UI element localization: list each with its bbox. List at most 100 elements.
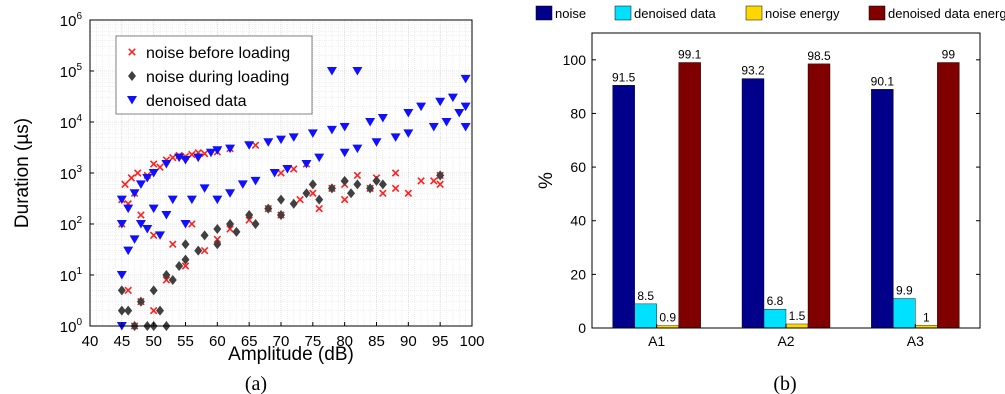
x-tick-label: 80: [336, 333, 353, 350]
legend-swatch: [535, 5, 553, 21]
scatter-point: [301, 160, 312, 169]
legend-marker: [127, 96, 137, 105]
scatter-point: [148, 169, 159, 178]
scatter-point: [149, 231, 158, 240]
y-axis-label: Duration (µs): [12, 118, 33, 228]
scatter-point: [340, 175, 349, 186]
scatter-point: [326, 125, 337, 135]
scatter-point: [436, 180, 444, 189]
scatter-point: [441, 118, 452, 127]
scatter-point: [149, 306, 158, 315]
x-tick-label: 100: [459, 333, 484, 350]
scatter-point: [315, 204, 323, 213]
scatter-point: [181, 239, 190, 250]
scatter-point: [142, 224, 153, 234]
scatter-point: [428, 122, 439, 132]
legend: noise before loading noise during loading…: [115, 35, 313, 115]
x-tick-label: 60: [209, 333, 226, 350]
scatter-point: [156, 305, 165, 316]
bar-value-label: 90.1: [871, 74, 895, 88]
scatter-point: [167, 195, 178, 205]
scatter-point: [116, 220, 127, 229]
scatter-point: [123, 204, 134, 214]
scatter-point: [199, 184, 210, 193]
bar: [634, 303, 657, 329]
scatter-point: [416, 102, 427, 112]
scatter-point: [435, 97, 446, 107]
scatter-point: [315, 194, 324, 205]
x-tick-label: A3: [907, 333, 924, 349]
legend-marker: [128, 71, 136, 81]
legend-box: [115, 35, 313, 115]
scatter-point: [454, 109, 465, 118]
scatter-point: [137, 211, 145, 219]
scatter-point: [124, 305, 133, 316]
scatter-point: [264, 203, 273, 214]
scatter-point: [245, 210, 254, 221]
scatter-point: [460, 122, 471, 132]
bar-value-label: 93.2: [741, 64, 765, 78]
scatter-point: [347, 188, 356, 199]
y-tick-label: 103: [60, 164, 83, 183]
y-tick-label: 102: [60, 215, 83, 234]
scatter-point: [378, 179, 387, 190]
scatter-point: [135, 220, 146, 229]
bar-chart: noise denoised data noise energy denoised d…: [535, 5, 1005, 349]
scatter-point: [129, 235, 140, 244]
scatter-point: [379, 189, 387, 198]
bar: [612, 85, 635, 329]
legend-label: noise: [555, 6, 586, 21]
scatter-point: [391, 184, 400, 193]
scatter-point: [277, 210, 285, 221]
y-tick-label: 101: [60, 266, 83, 285]
scatter-point: [180, 155, 191, 165]
scatter-point: [417, 177, 425, 185]
scatter-point: [327, 183, 336, 194]
y-tick-label: 20: [570, 266, 586, 282]
x-tick-label: 95: [432, 333, 449, 350]
x-tick-label: 85: [368, 333, 385, 350]
scatter-point: [353, 171, 362, 180]
scatter-point: [307, 129, 318, 138]
scatter-point: [372, 175, 381, 186]
scatter-point: [251, 219, 260, 229]
x-tick-label: 50: [145, 333, 162, 350]
legend-label: noise during loading: [146, 69, 289, 86]
scatter-point: [226, 219, 235, 229]
scatter-point: [148, 204, 159, 214]
scatter-point: [296, 195, 304, 204]
scatter-point: [308, 179, 317, 190]
legend-marker: [128, 48, 136, 56]
bar: [763, 309, 787, 329]
y-tick-label: 60: [570, 159, 586, 175]
scatter-point: [339, 122, 350, 132]
y-tick-label: 80: [570, 105, 586, 121]
bar-value-label: 1: [923, 310, 930, 324]
scatter-point: [309, 189, 317, 198]
scatter-point: [213, 223, 222, 234]
scatter-point: [289, 198, 298, 209]
bar-value-label: 8.5: [637, 289, 654, 303]
scatter-point: [180, 220, 191, 229]
scatter-point: [302, 188, 311, 199]
x-axis-label: Amplitude (dB): [228, 344, 354, 365]
legend-label: noise energy: [765, 6, 840, 21]
bar-value-label: 9.9: [896, 284, 913, 298]
y-tick-label: 100: [60, 317, 83, 336]
scatter-point: [326, 67, 337, 76]
x-tick-label: 65: [241, 333, 258, 350]
scatter-point: [168, 274, 177, 285]
scatter-chart: 40 45 50 55 60 65 70 75 80 85 90 95 100 100 101 102 103 1…: [12, 11, 485, 365]
x-tick-label: A2: [777, 333, 794, 349]
scatter-point: [116, 271, 127, 280]
scatter-point: [277, 169, 285, 177]
scatter-point: [193, 153, 204, 163]
bar: [937, 62, 960, 329]
scatter-point: [188, 220, 196, 228]
scatter-point: [194, 245, 203, 256]
scatter-point: [365, 118, 376, 127]
bar-value-label: 91.5: [612, 70, 636, 84]
legend-label: denoised data energy: [888, 6, 1005, 21]
scatter-point: [225, 144, 236, 154]
